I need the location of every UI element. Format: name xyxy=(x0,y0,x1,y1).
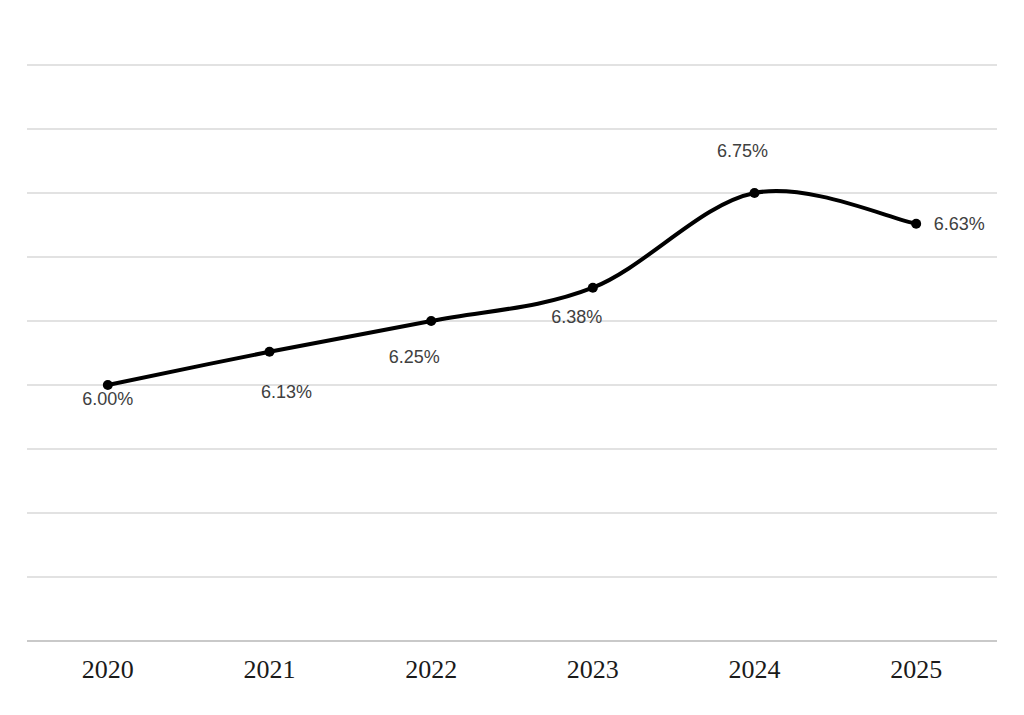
x-tick-label-2024: 2024 xyxy=(729,655,781,684)
x-tick-label-2023: 2023 xyxy=(567,655,619,684)
chart-canvas: 6.00% 6.13% 6.25% 6.38% 6.75% 6.63% 2020 2021 20… xyxy=(0,0,1024,715)
data-label-2022: 6.25% xyxy=(389,347,440,367)
x-tick-label-2025: 2025 xyxy=(890,655,942,684)
data-label-2025: 6.63% xyxy=(934,214,985,234)
data-label-2023: 6.38% xyxy=(551,307,602,327)
line-chart: 6.00% 6.13% 6.25% 6.38% 6.75% 6.63% 2020 2021 20… xyxy=(0,0,1024,715)
data-label-2020: 6.00% xyxy=(82,389,133,409)
data-point-2022 xyxy=(426,316,436,326)
data-point-2025 xyxy=(911,219,921,229)
data-point-2023 xyxy=(588,283,598,293)
x-tick-label-2020: 2020 xyxy=(82,655,134,684)
data-label-2021: 6.13% xyxy=(261,382,312,402)
x-tick-label-2022: 2022 xyxy=(405,655,457,684)
x-tick-label-2021: 2021 xyxy=(244,655,296,684)
data-point-2021 xyxy=(265,347,275,357)
trend-line xyxy=(108,191,916,385)
data-label-2024: 6.75% xyxy=(717,141,768,161)
data-point-2024 xyxy=(750,188,760,198)
